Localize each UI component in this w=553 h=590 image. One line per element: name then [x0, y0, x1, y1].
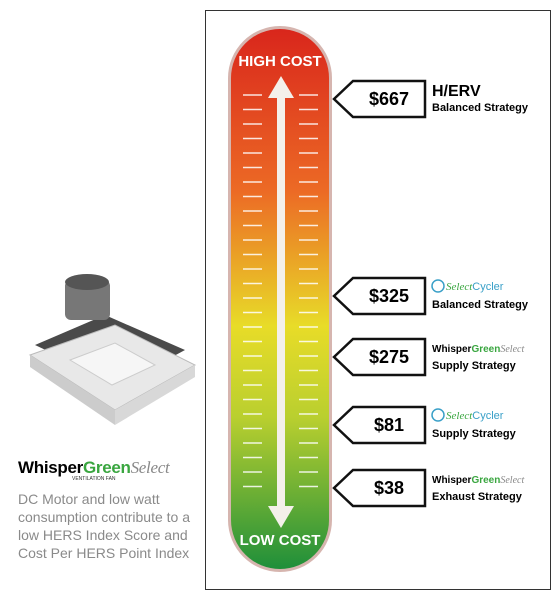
strategy: Supply Strategy — [432, 360, 517, 372]
price: $667 — [369, 89, 409, 109]
logo-part: Whisper — [432, 344, 472, 355]
price: $81 — [374, 415, 404, 435]
cycler-logo: SelectCycler — [446, 281, 504, 293]
page: WhisperGreenSelect VENTILATION FAN DC Mo… — [0, 0, 553, 579]
logo-part: Select — [500, 344, 524, 355]
strategy: Balanced Strategy — [432, 299, 529, 311]
logo-part: Whisper — [432, 475, 472, 486]
low-cost-label: LOW COST — [240, 532, 321, 549]
high-cost-label: HIGH COST — [238, 53, 321, 70]
price: $38 — [374, 478, 404, 498]
cost-scale: HIGH COST LOW COST $667 H/ERV Balanced Str… — [0, 0, 553, 579]
strategy: Supply Strategy — [432, 428, 517, 440]
logo-part: Green — [471, 344, 500, 355]
logo-part: Green — [471, 475, 500, 486]
cycler-icon — [432, 409, 444, 421]
cycler-icon — [432, 280, 444, 292]
strategy: Balanced Strategy — [432, 102, 529, 114]
brand-logo-small: WhisperGreenSelect — [432, 475, 524, 486]
cycler-logo: SelectCycler — [446, 410, 504, 422]
logo-part: Select — [500, 475, 524, 486]
brand-logo-small: WhisperGreenSelect — [432, 344, 524, 355]
logo-part: Cycler — [472, 281, 504, 293]
price: $325 — [369, 286, 409, 306]
price: $275 — [369, 347, 409, 367]
logo-part: Cycler — [472, 410, 504, 422]
item-title: H/ERV — [432, 83, 481, 100]
strategy: Exhaust Strategy — [432, 491, 523, 503]
logo-part: Select — [446, 410, 473, 422]
logo-part: Select — [446, 281, 473, 293]
